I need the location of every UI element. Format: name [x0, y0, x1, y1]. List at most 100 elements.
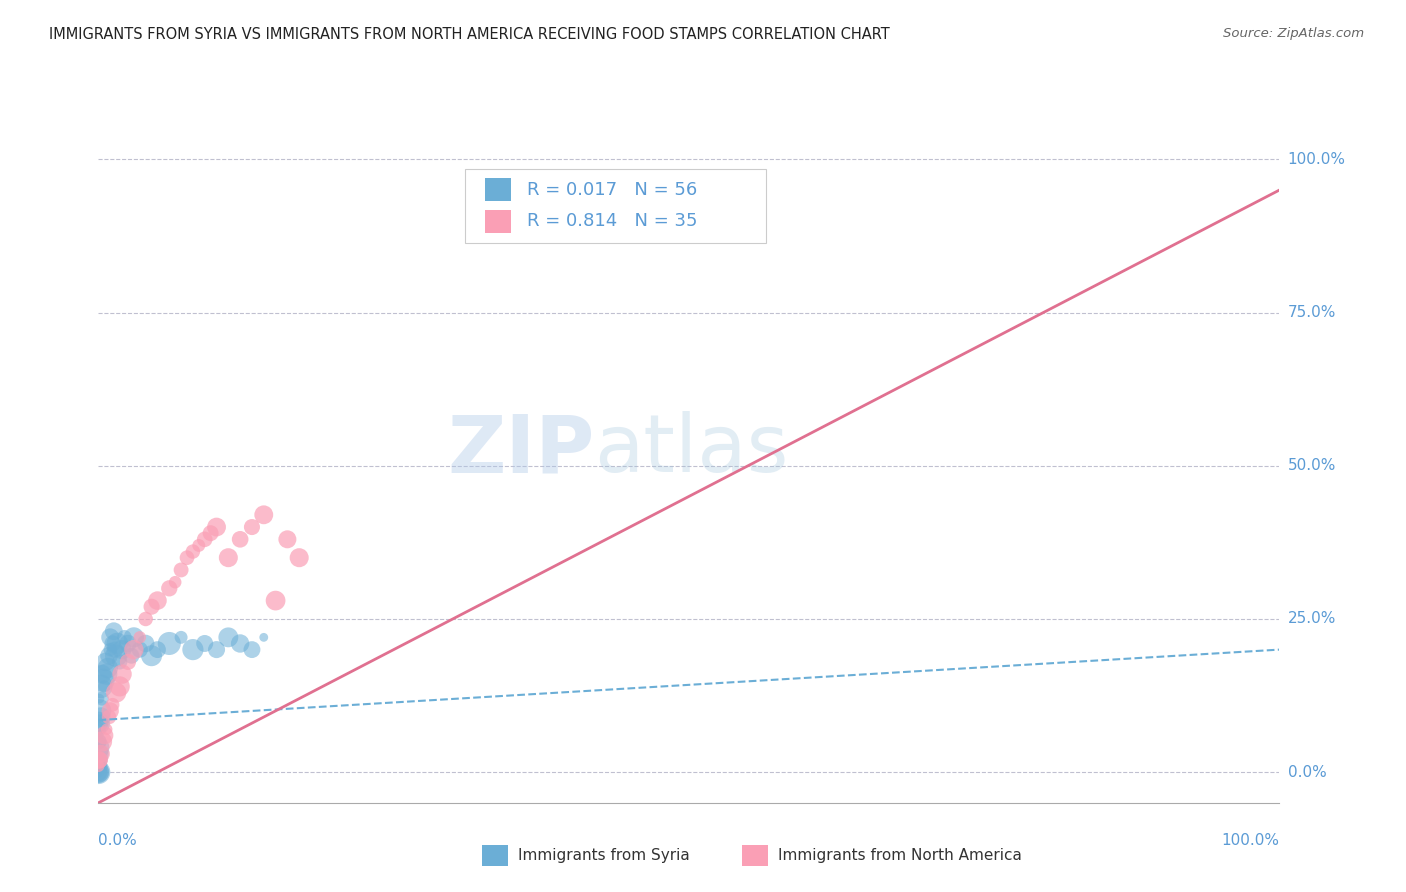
Point	[97, 661, 120, 675]
Point	[135, 636, 157, 650]
Point	[229, 636, 252, 650]
Point	[96, 723, 118, 737]
Point	[105, 685, 128, 699]
Text: 100.0%: 100.0%	[1222, 833, 1279, 848]
Point	[276, 533, 298, 547]
Point	[205, 642, 228, 657]
Point	[217, 550, 239, 565]
Point	[101, 698, 124, 712]
Point	[240, 520, 263, 534]
Point	[98, 704, 121, 718]
Point	[157, 582, 180, 596]
Point	[141, 648, 163, 663]
Text: Immigrants from Syria: Immigrants from Syria	[517, 848, 689, 863]
Point	[87, 723, 110, 737]
Point	[87, 716, 110, 731]
Point	[117, 636, 139, 650]
Text: atlas: atlas	[595, 411, 789, 490]
Point	[105, 648, 128, 663]
Point	[87, 747, 110, 761]
Point	[229, 533, 252, 547]
Point	[121, 648, 143, 663]
Point	[90, 747, 112, 761]
Point	[240, 642, 263, 657]
Point	[170, 631, 193, 645]
Point	[264, 593, 287, 607]
Point	[91, 734, 114, 748]
Point	[146, 642, 169, 657]
Point	[89, 704, 111, 718]
Point	[117, 655, 139, 669]
Point	[135, 612, 157, 626]
Point	[98, 648, 121, 663]
Point	[112, 631, 135, 645]
Point	[98, 631, 121, 645]
Point	[170, 563, 193, 577]
Point	[101, 636, 124, 650]
Point	[181, 544, 204, 558]
Point	[87, 728, 110, 742]
Point	[87, 765, 110, 780]
Point	[141, 599, 163, 614]
FancyBboxPatch shape	[464, 169, 766, 243]
Point	[89, 691, 111, 706]
Text: R = 0.017   N = 56: R = 0.017 N = 56	[527, 181, 697, 199]
Text: R = 0.814   N = 35: R = 0.814 N = 35	[527, 212, 697, 230]
Point	[122, 642, 145, 657]
Point	[89, 753, 111, 767]
Point	[253, 631, 276, 645]
Text: 25.0%: 25.0%	[1288, 612, 1336, 626]
Point	[104, 642, 127, 657]
Point	[91, 673, 114, 688]
Point	[194, 636, 217, 650]
Point	[89, 734, 111, 748]
Point	[87, 765, 110, 780]
Point	[87, 753, 110, 767]
Point	[98, 642, 121, 657]
Point	[87, 759, 110, 773]
Point	[253, 508, 276, 522]
Point	[98, 710, 121, 724]
Point	[87, 740, 110, 755]
Point	[181, 642, 204, 657]
Point	[89, 716, 111, 731]
Text: 50.0%: 50.0%	[1288, 458, 1336, 474]
Point	[146, 593, 169, 607]
Point	[93, 679, 115, 693]
Point	[87, 759, 110, 773]
Point	[217, 631, 239, 645]
Bar	[742, 845, 768, 866]
Point	[200, 526, 222, 541]
Text: IMMIGRANTS FROM SYRIA VS IMMIGRANTS FROM NORTH AMERICA RECEIVING FOOD STAMPS COR: IMMIGRANTS FROM SYRIA VS IMMIGRANTS FROM…	[49, 27, 890, 42]
Point	[128, 642, 150, 657]
Point	[108, 679, 131, 693]
Point	[122, 631, 145, 645]
Point	[90, 679, 112, 693]
Point	[165, 575, 187, 590]
Point	[111, 642, 134, 657]
Point	[87, 765, 110, 780]
Point	[111, 667, 134, 681]
Text: 0.0%: 0.0%	[98, 833, 138, 848]
Point	[194, 533, 217, 547]
Text: Source: ZipAtlas.com: Source: ZipAtlas.com	[1223, 27, 1364, 40]
Point	[87, 765, 110, 780]
Point	[288, 550, 311, 565]
Point	[87, 734, 110, 748]
Point	[94, 655, 117, 669]
Bar	[482, 845, 508, 866]
Bar	[485, 178, 510, 201]
Text: 75.0%: 75.0%	[1288, 305, 1336, 320]
Text: 0.0%: 0.0%	[1288, 764, 1326, 780]
Point	[93, 728, 115, 742]
Point	[96, 667, 118, 681]
Point	[91, 691, 114, 706]
Point	[108, 655, 131, 669]
Point	[87, 765, 110, 780]
Text: 100.0%: 100.0%	[1288, 152, 1346, 167]
Text: ZIP: ZIP	[447, 411, 595, 490]
Point	[157, 636, 180, 650]
Point	[91, 667, 114, 681]
Point	[187, 538, 209, 552]
Text: Immigrants from North America: Immigrants from North America	[778, 848, 1021, 863]
